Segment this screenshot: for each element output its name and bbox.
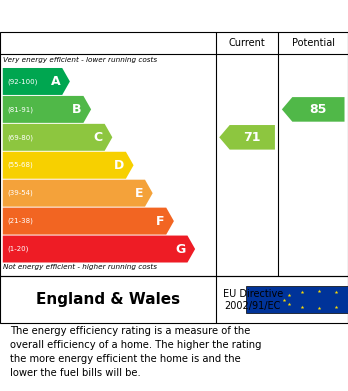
Polygon shape [3,152,134,179]
Text: A: A [51,75,61,88]
Text: D: D [114,159,124,172]
Polygon shape [3,68,70,95]
Text: Not energy efficient - higher running costs: Not energy efficient - higher running co… [3,264,158,270]
Text: The energy efficiency rating is a measure of the
overall efficiency of a home. T: The energy efficiency rating is a measur… [10,326,262,378]
Text: (21-38): (21-38) [7,218,33,224]
Text: Very energy efficient - lower running costs: Very energy efficient - lower running co… [3,56,158,63]
Polygon shape [3,96,91,123]
Text: England & Wales: England & Wales [36,292,180,307]
Polygon shape [3,124,112,151]
Text: C: C [94,131,103,144]
Text: G: G [175,242,186,256]
Polygon shape [3,180,153,207]
Text: Potential: Potential [292,38,335,48]
Text: Current: Current [229,38,266,48]
Text: (55-68): (55-68) [7,162,33,169]
Text: 2002/91/EC: 2002/91/EC [224,301,281,311]
Text: B: B [72,103,82,116]
Text: (39-54): (39-54) [7,190,33,196]
Polygon shape [3,235,195,262]
Text: (1-20): (1-20) [7,246,28,252]
Text: E: E [135,187,143,200]
Bar [246,286,348,313]
Text: F: F [156,215,165,228]
Polygon shape [3,208,174,235]
Text: (81-91): (81-91) [7,106,33,113]
Text: 85: 85 [310,103,327,116]
Text: Energy Efficiency Rating: Energy Efficiency Rating [7,9,217,23]
Text: 71: 71 [244,131,261,144]
Text: (92-100): (92-100) [7,78,37,85]
Text: EU Directive: EU Directive [223,289,283,299]
Text: (69-80): (69-80) [7,134,33,141]
Polygon shape [219,125,275,150]
Polygon shape [282,97,345,122]
